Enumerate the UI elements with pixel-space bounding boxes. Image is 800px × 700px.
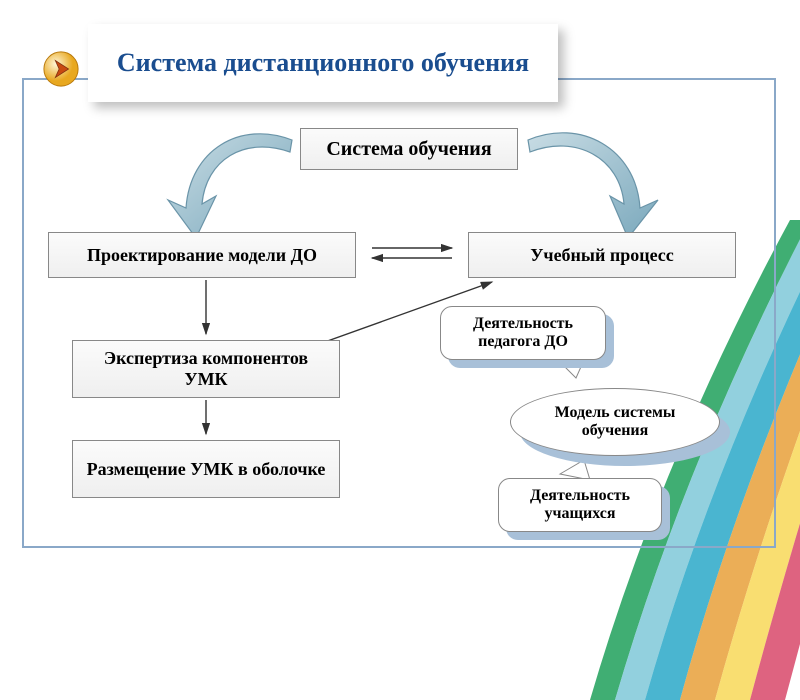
node-system: Система обучения — [300, 128, 518, 170]
callout-teacher: Деятельность педагога ДО — [440, 306, 616, 370]
node-expert: Экспертиза компонентов УМК — [72, 340, 340, 398]
node-label: Система обучения — [326, 138, 491, 161]
node-process: Учебный процесс — [468, 232, 736, 278]
node-label: Размещение УМК в оболочке — [87, 459, 326, 480]
callout-student: Деятельность учащихся — [498, 478, 674, 542]
node-label: Экспертиза компонентов УМК — [81, 348, 331, 389]
callout-label: Деятельность учащихся — [509, 487, 651, 524]
arrow-bullet-icon — [42, 50, 80, 88]
node-deploy: Размещение УМК в оболочке — [72, 440, 340, 498]
node-label: Проектирование модели ДО — [87, 245, 317, 266]
callout-model: Модель системы обучения — [510, 388, 732, 468]
slide-title: Система дистанционного обучения — [117, 49, 529, 78]
node-design: Проектирование модели ДО — [48, 232, 356, 278]
callout-label: Деятельность педагога ДО — [451, 315, 595, 352]
callout-label: Модель системы обучения — [523, 404, 707, 441]
slide-title-box: Система дистанционного обучения — [88, 24, 558, 102]
node-label: Учебный процесс — [530, 245, 674, 266]
